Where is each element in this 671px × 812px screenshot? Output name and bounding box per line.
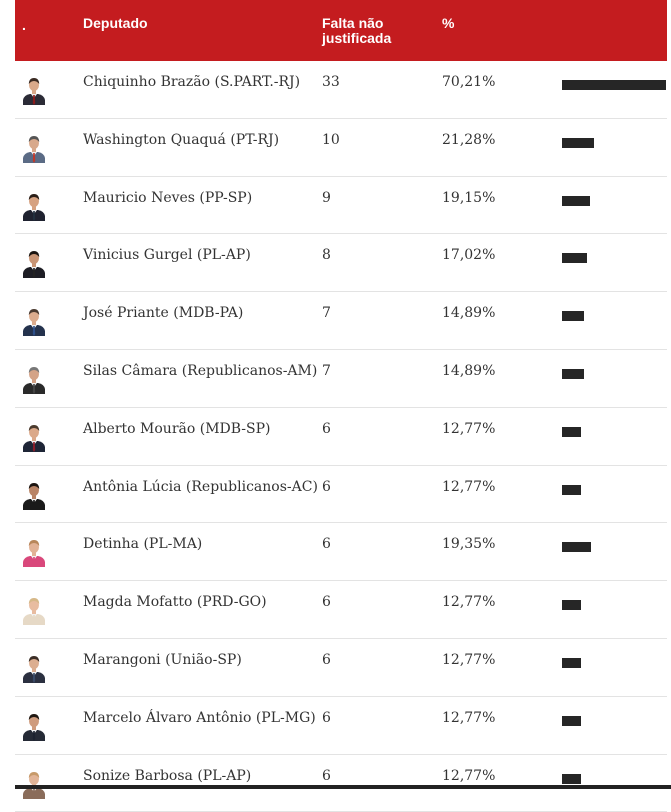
deputy-avatar: [22, 304, 46, 337]
absence-percent: 21,28%: [442, 131, 496, 148]
deputy-name: Antônia Lúcia (Republicanos-AC): [83, 478, 318, 495]
table-row: Vinicius Gurgel (PL-AP) 8 17,02%: [15, 234, 667, 293]
table-row: Antônia Lúcia (Republicanos-AC) 6 12,77%: [15, 466, 667, 524]
percent-bar: [562, 311, 584, 322]
absence-percent: 12,77%: [442, 594, 496, 611]
absence-percent: 12,77%: [442, 420, 496, 437]
percent-bar: [562, 715, 581, 726]
header-pct-column: %: [442, 15, 455, 31]
deputy-name: Marangoni (União-SP): [83, 651, 242, 668]
absence-count: 10: [322, 131, 340, 148]
table-row: Chiquinho Brazão (S.PART.-RJ) 33 70,21%: [15, 61, 667, 119]
deputy-avatar: [22, 535, 46, 568]
bottom-divider: [15, 785, 671, 789]
deputy-avatar: [22, 593, 46, 626]
percent-bar: [562, 657, 581, 668]
table-row: Detinha (PL-MA) 6 19,35%: [15, 523, 667, 582]
deputy-avatar: [22, 188, 46, 221]
absence-percent: 12,77%: [442, 767, 496, 784]
absence-count: 7: [322, 305, 331, 322]
absence-count: 8: [322, 247, 331, 264]
header-photo-column: .: [22, 17, 26, 33]
percent-bar: [562, 253, 587, 264]
absence-count: 6: [322, 536, 331, 553]
absence-percent: 17,02%: [442, 247, 496, 264]
deputy-name: Detinha (PL-MA): [83, 536, 203, 553]
absence-percent: 19,35%: [442, 536, 496, 553]
deputy-name: Sonize Barbosa (PL-AP): [83, 767, 252, 784]
table-row: Washington Quaquá (PT-RJ) 10 21,28%: [15, 119, 667, 177]
deputy-name: Mauricio Neves (PP-SP): [83, 189, 253, 206]
deputy-avatar: [22, 477, 46, 510]
table-row: Alberto Mourão (MDB-SP) 6 12,77%: [15, 408, 667, 466]
deputy-name: José Priante (MDB-PA): [83, 305, 244, 322]
percent-bar: [562, 426, 581, 437]
absence-percent: 12,77%: [442, 709, 496, 726]
percent-bar: [562, 484, 581, 495]
deputy-avatar: [22, 650, 46, 683]
deputy-avatar: [22, 73, 46, 105]
percent-bar: [562, 80, 666, 90]
absence-count: 6: [322, 651, 331, 668]
percent-bar: [562, 600, 581, 611]
absence-count: 9: [322, 189, 331, 206]
deputy-name: Vinicius Gurgel (PL-AP): [83, 247, 251, 264]
deputy-name: Washington Quaquá (PT-RJ): [83, 131, 280, 148]
deputy-avatar: [22, 766, 46, 799]
absence-count: 33: [322, 74, 340, 90]
header-falta-column: Falta não justificada: [322, 15, 392, 46]
percent-bar: [562, 137, 594, 148]
deputy-name: Chiquinho Brazão (S.PART.-RJ): [83, 74, 301, 90]
absence-count: 6: [322, 478, 331, 495]
absence-count: 6: [322, 594, 331, 611]
deputy-name: Marcelo Álvaro Antônio (PL-MG): [83, 709, 316, 726]
deputy-avatar: [22, 130, 46, 163]
absence-percent: 14,89%: [442, 305, 496, 322]
deputy-avatar: [22, 246, 46, 279]
deputy-avatar: [22, 419, 46, 452]
absence-count: 6: [322, 709, 331, 726]
absence-percent: 19,15%: [442, 189, 496, 206]
deputy-name: Magda Mofatto (PRD-GO): [83, 594, 267, 611]
absence-percent: 70,21%: [442, 74, 496, 90]
percent-bar: [562, 195, 590, 206]
percent-bar: [562, 368, 584, 379]
table-row: Marcelo Álvaro Antônio (PL-MG) 6 12,77%: [15, 697, 667, 755]
table-row: Magda Mofatto (PRD-GO) 6 12,77%: [15, 581, 667, 639]
percent-bar: [562, 773, 581, 784]
deputy-avatar: [22, 361, 46, 394]
table-row: Mauricio Neves (PP-SP) 9 19,15%: [15, 177, 667, 235]
table-row: Sonize Barbosa (PL-AP) 6 12,77%: [15, 755, 667, 812]
absence-percent: 12,77%: [442, 651, 496, 668]
absence-count: 6: [322, 767, 331, 784]
percent-bar: [562, 542, 591, 553]
absence-percent: 14,89%: [442, 362, 496, 379]
header-deputado-column: Deputado: [83, 15, 148, 31]
deputy-name: Silas Câmara (Republicanos-AM): [83, 362, 318, 379]
deputy-name: Alberto Mourão (MDB-SP): [83, 420, 271, 437]
absence-count: 7: [322, 362, 331, 379]
table-row: José Priante (MDB-PA) 7 14,89%: [15, 292, 667, 350]
absence-count: 6: [322, 420, 331, 437]
deputy-avatar: [22, 708, 46, 741]
absence-percent: 12,77%: [442, 478, 496, 495]
table-body: Chiquinho Brazão (S.PART.-RJ) 33 70,21% Was…: [15, 61, 667, 812]
absence-table: . Deputado Falta não justificada % Chiqu…: [15, 0, 667, 812]
table-row: Marangoni (União-SP) 6 12,77%: [15, 639, 667, 697]
table-header: . Deputado Falta não justificada %: [15, 0, 667, 61]
table-row: Silas Câmara (Republicanos-AM) 7 14,89%: [15, 350, 667, 408]
